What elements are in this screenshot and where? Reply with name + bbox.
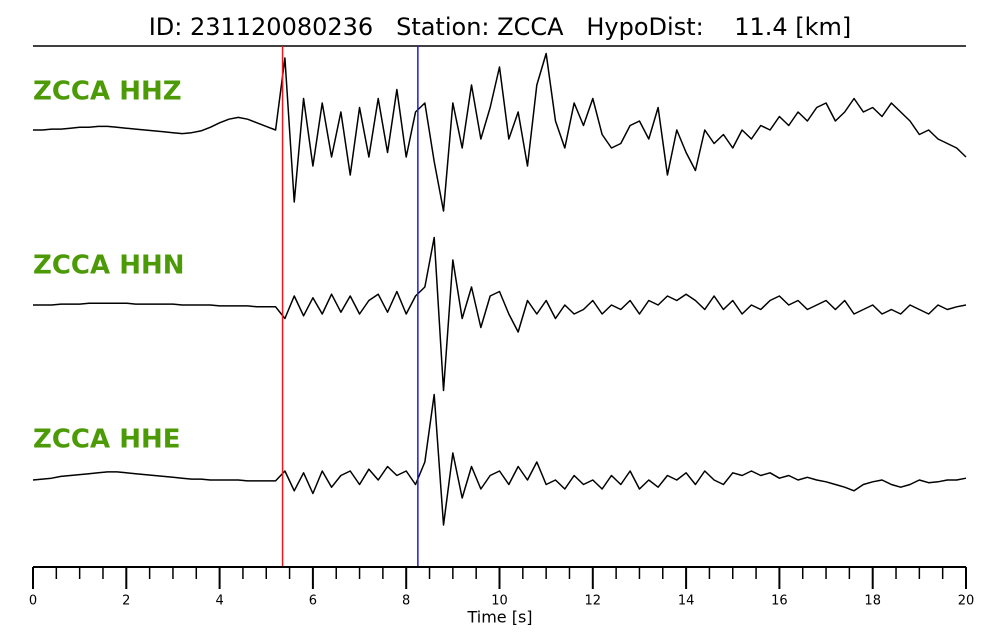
x-tick-label: 4 [215, 594, 223, 609]
trace-label: ZCCA HHE [33, 425, 180, 455]
x-tick-label: 14 [678, 594, 695, 609]
waveform [33, 52, 967, 212]
x-tick-label: 16 [771, 594, 788, 609]
x-tick-label: 2 [122, 594, 130, 609]
waveform [32, 393, 967, 526]
x-tick-label: 12 [585, 594, 602, 609]
trace-label: ZCCA HHN [33, 251, 184, 281]
x-tick-label: 18 [864, 594, 881, 609]
x-tick-label: 0 [29, 594, 37, 609]
x-tick-label: 6 [309, 594, 317, 609]
x-tick-label: 10 [491, 594, 508, 609]
x-axis-label: Time [s] [466, 608, 532, 627]
chart-title: ID: 231120080236 Station: ZCCA HypoDist:… [149, 13, 852, 41]
waveform [33, 236, 967, 392]
trace-label: ZCCA HHZ [33, 77, 182, 107]
x-tick-label: 8 [402, 594, 410, 609]
x-tick-label: 20 [958, 594, 975, 609]
